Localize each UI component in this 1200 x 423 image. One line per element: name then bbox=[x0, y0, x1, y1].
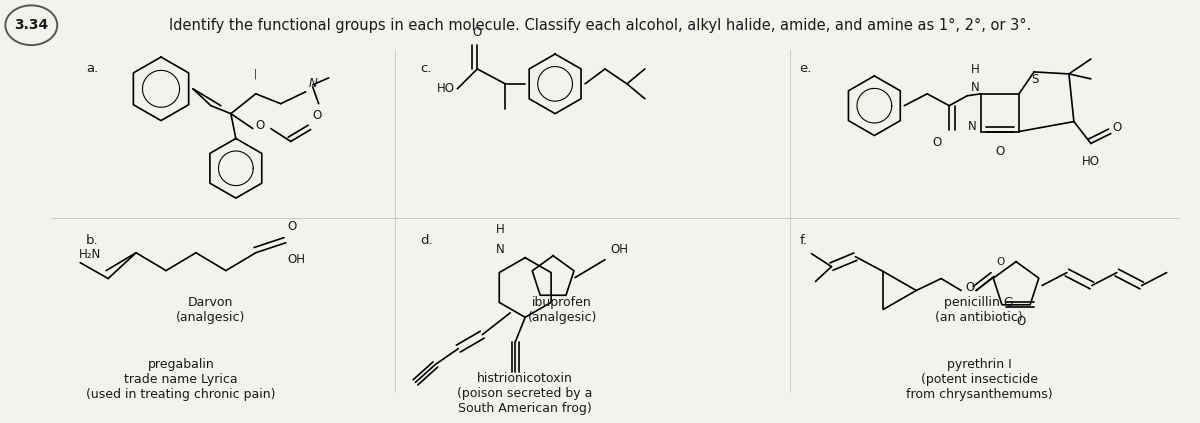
Text: S: S bbox=[1031, 73, 1038, 86]
Text: O: O bbox=[288, 220, 296, 233]
Text: Identify the functional groups in each molecule. Classify each alcohol, alkyl ha: Identify the functional groups in each m… bbox=[169, 18, 1031, 33]
Text: |: | bbox=[254, 69, 258, 79]
Text: OH: OH bbox=[288, 253, 306, 266]
Text: O: O bbox=[932, 135, 941, 148]
Text: f.: f. bbox=[799, 234, 808, 247]
Text: O: O bbox=[1016, 315, 1026, 328]
Text: O: O bbox=[996, 146, 1004, 159]
Text: ibuprofen
(analgesic): ibuprofen (analgesic) bbox=[528, 297, 596, 324]
Text: O: O bbox=[996, 257, 1004, 266]
Text: a.: a. bbox=[86, 63, 98, 75]
Text: penicillin G
(an antibiotic): penicillin G (an antibiotic) bbox=[935, 297, 1022, 324]
Text: b.: b. bbox=[86, 234, 98, 247]
Text: N: N bbox=[967, 120, 976, 133]
Text: H₂N: H₂N bbox=[79, 248, 101, 261]
Text: H: H bbox=[496, 223, 505, 236]
Text: N: N bbox=[496, 243, 505, 256]
Text: N: N bbox=[971, 81, 980, 94]
Text: Darvon
(analgesic): Darvon (analgesic) bbox=[176, 297, 246, 324]
Text: O: O bbox=[313, 109, 322, 121]
Text: O: O bbox=[1112, 121, 1122, 134]
Text: O: O bbox=[965, 281, 974, 294]
Text: histrionicotoxin
(poison secreted by a
South American frog): histrionicotoxin (poison secreted by a S… bbox=[457, 372, 593, 415]
Text: N: N bbox=[308, 77, 318, 90]
Text: OH: OH bbox=[610, 243, 628, 256]
Text: 3.34: 3.34 bbox=[14, 18, 48, 32]
Text: c.: c. bbox=[420, 63, 432, 75]
Text: HO: HO bbox=[437, 82, 455, 95]
Text: pregabalin
trade name Lyrica
(used in treating chronic pain): pregabalin trade name Lyrica (used in tr… bbox=[86, 358, 276, 401]
Text: H: H bbox=[971, 63, 980, 76]
Text: d.: d. bbox=[420, 234, 433, 247]
Text: e.: e. bbox=[799, 63, 812, 75]
Text: HO: HO bbox=[1082, 155, 1100, 168]
Text: pyrethrin I
(potent insecticide
from chrysanthemums): pyrethrin I (potent insecticide from chr… bbox=[906, 358, 1052, 401]
Text: O: O bbox=[256, 119, 265, 132]
Text: O: O bbox=[473, 26, 482, 39]
